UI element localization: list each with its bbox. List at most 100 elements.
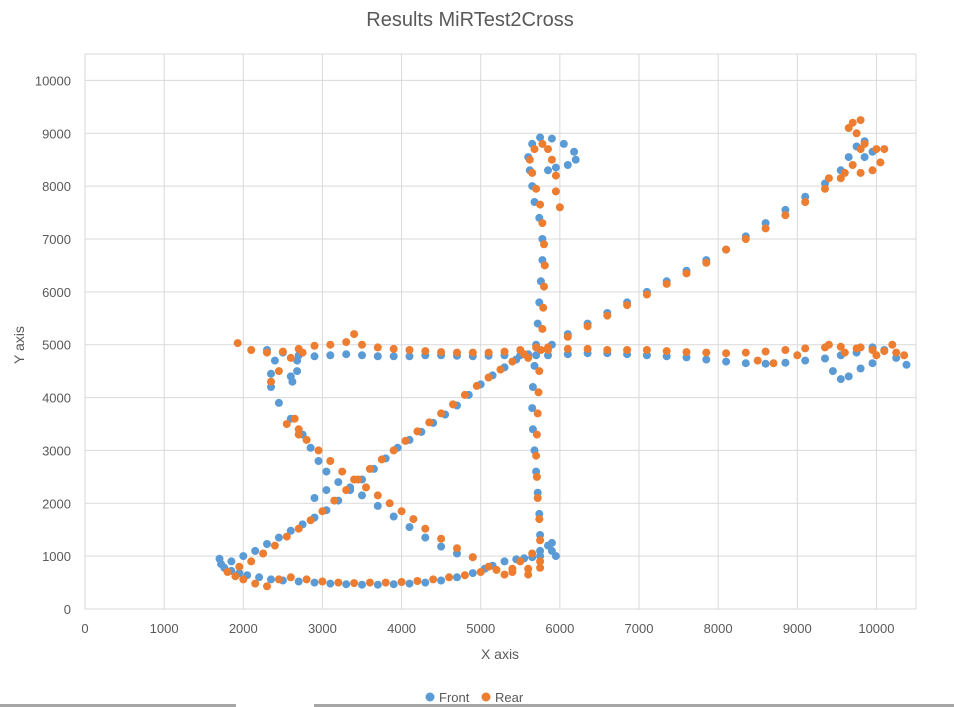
data-point	[286, 526, 295, 535]
data-point	[530, 361, 539, 370]
data-point	[437, 576, 446, 585]
legend-label-rear: Rear	[495, 690, 524, 705]
data-point	[286, 353, 295, 362]
data-point	[468, 569, 477, 578]
y-tick-label: 10000	[35, 73, 71, 88]
y-tick-label: 8000	[42, 179, 71, 194]
data-point	[536, 346, 545, 354]
data-point	[872, 351, 881, 360]
data-point	[270, 356, 279, 365]
legend-marker-rear	[481, 692, 491, 702]
series-rear	[223, 116, 909, 591]
data-point	[761, 224, 770, 233]
x-tick-label: 6000	[545, 621, 574, 636]
data-point	[662, 347, 671, 356]
data-point	[263, 540, 271, 548]
data-point	[848, 161, 857, 169]
data-point	[326, 457, 335, 465]
data-point	[516, 557, 525, 566]
data-point	[821, 184, 829, 193]
data-point	[468, 553, 477, 562]
data-point	[293, 356, 302, 365]
data-point	[536, 557, 545, 566]
data-point	[358, 491, 366, 500]
data-point	[310, 341, 319, 350]
data-point	[389, 352, 398, 361]
data-point	[844, 372, 853, 381]
data-point	[251, 546, 260, 555]
data-point	[322, 486, 331, 495]
data-point	[460, 571, 469, 580]
data-point	[892, 348, 901, 357]
data-point	[547, 538, 556, 547]
data-point	[293, 367, 302, 376]
data-point	[536, 536, 545, 545]
data-point	[267, 575, 275, 584]
data-point	[528, 404, 537, 413]
data-point	[373, 580, 382, 589]
data-point	[421, 347, 430, 356]
data-point	[702, 348, 711, 357]
x-tick-label: 3000	[308, 621, 337, 636]
data-point	[310, 578, 319, 587]
data-point	[389, 446, 398, 455]
data-point	[840, 168, 849, 177]
data-point	[535, 367, 544, 376]
data-point	[288, 377, 297, 386]
data-point	[263, 348, 271, 357]
x-tick-label: 10000	[858, 621, 894, 636]
data-point	[239, 575, 248, 584]
data-point	[270, 541, 279, 550]
data-point	[642, 290, 651, 299]
data-point	[536, 133, 545, 142]
data-point	[623, 301, 632, 310]
data-point	[872, 145, 881, 154]
data-point	[251, 579, 260, 588]
data-point	[484, 562, 493, 571]
data-point	[365, 464, 374, 473]
data-point	[532, 351, 541, 360]
data-point	[536, 200, 545, 209]
y-tick-label: 0	[64, 602, 71, 617]
data-point	[401, 436, 410, 445]
data-point	[852, 129, 861, 138]
data-point	[702, 258, 711, 267]
data-point	[302, 575, 311, 584]
data-point	[836, 375, 845, 384]
data-point	[409, 515, 418, 524]
data-point	[298, 348, 307, 357]
data-point	[538, 324, 547, 333]
data-point	[530, 145, 539, 154]
data-point	[540, 240, 548, 249]
data-point	[334, 578, 343, 587]
data-point	[235, 562, 244, 571]
data-point	[342, 486, 351, 495]
data-point	[405, 352, 414, 361]
data-point	[682, 269, 691, 278]
data-point	[267, 377, 275, 386]
data-point	[294, 430, 303, 439]
data-point	[769, 359, 778, 368]
data-point	[544, 145, 552, 154]
data-point	[342, 350, 351, 359]
data-point	[484, 373, 493, 382]
data-point	[326, 579, 335, 588]
data-point	[534, 388, 543, 397]
data-point	[524, 564, 533, 573]
data-point	[603, 311, 612, 320]
x-tick-label: 8000	[704, 621, 733, 636]
data-point	[274, 367, 283, 376]
data-point	[247, 346, 256, 354]
data-point	[373, 352, 382, 361]
data-point	[290, 414, 299, 423]
data-point	[377, 455, 386, 464]
data-point	[302, 435, 311, 444]
data-point	[860, 153, 869, 162]
data-point	[856, 168, 865, 177]
data-point	[508, 357, 517, 366]
data-point	[310, 494, 319, 502]
data-point	[536, 563, 545, 572]
data-point	[286, 573, 295, 582]
legend-label-front: Front	[439, 690, 470, 705]
chart-title: Results MiRTest2Cross	[366, 9, 573, 31]
